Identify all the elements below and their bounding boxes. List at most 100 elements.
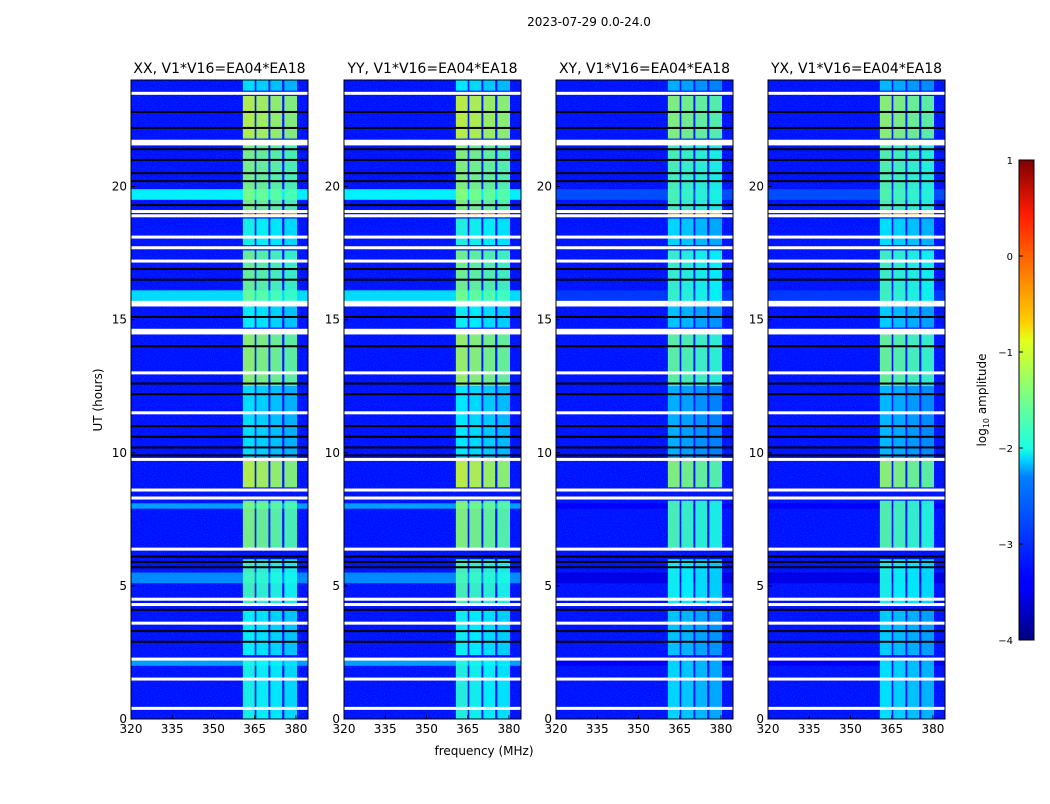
heatmap-cell [695,303,708,328]
heatmap-cell [455,95,468,139]
heatmap-cell [695,95,708,139]
flagged-row [556,142,733,146]
heatmap-cell [695,250,708,301]
heatmap-cell [483,559,496,605]
broadband-cell [768,660,945,666]
heatmap-cell [907,609,920,656]
data-gap-line [344,560,521,563]
data-gap-line [131,172,308,175]
heatmap-cell [483,386,496,459]
data-gap-line [131,640,308,643]
heatmap-cell [270,609,283,656]
flagged-row [344,457,521,461]
flagged-row [344,411,521,415]
heatmap-cell [242,559,255,605]
flagged-row [344,371,521,375]
heatmap-cell [893,143,906,211]
flagged-row [131,91,308,95]
heatmap-cell [469,386,482,459]
colorbar-gradient [1018,159,1035,641]
heatmap-cell [256,660,269,719]
flagged-row [768,597,945,601]
heatmap-cell [709,559,723,605]
x-tick-label: 320 [333,722,356,736]
heatmap-cell [270,218,283,246]
flagged-row [131,371,308,375]
flagged-row [768,371,945,375]
flagged-row [556,91,733,95]
data-gap-line [556,435,733,438]
y-tick-label: 20 [537,180,552,194]
flagged-row [131,457,308,461]
y-tick-label: 15 [537,313,552,327]
flagged-row [344,488,521,492]
colorbar: 1 0 −1 −2 −3 −4 log10 amplitude [975,156,1035,647]
data-gap-line [556,454,733,457]
heatmap-cell [284,500,298,549]
heatmap-cell [893,660,906,719]
heatmap-cell [270,332,283,387]
heatmap-cell [497,218,511,246]
flagged-row [556,597,733,601]
heatmap-cell [695,609,708,656]
flagged-row [131,300,308,304]
heatmap-cell [284,303,298,328]
heatmap-cell [681,386,694,459]
heatmap-cell [270,250,283,301]
data-gap-line [768,158,945,161]
heatmap-cell [681,250,694,301]
heatmap-cell [242,332,255,387]
flagged-row [768,331,945,335]
flagged-row [768,235,945,239]
heatmap-cell [907,460,920,488]
data-gap-line [556,126,733,129]
heatmap-cell [483,143,496,211]
heatmap-cell [907,386,920,459]
y-tick-label: 15 [325,313,340,327]
heatmap-cell [256,303,269,328]
data-gap-line [344,268,521,271]
x-tick-label: 335 [161,722,184,736]
heatmap-cell [667,500,680,549]
flagged-row [131,603,308,607]
broadband-cell [344,572,521,584]
heatmap-cell [879,460,892,488]
heatmap-cell [256,95,269,139]
heatmap-cell [681,218,694,246]
data-gap-line [131,204,308,207]
flagged-row [131,547,308,551]
flagged-row [768,488,945,492]
heatmap-cell [921,332,935,387]
flagged-row [344,91,521,95]
heatmap-cell [695,332,708,387]
flagged-row [344,496,521,500]
heatmap-cell [242,660,255,719]
heatmap-cell [469,660,482,719]
flagged-row [344,597,521,601]
flagged-row [131,235,308,239]
colorbar-tick-label: −1 [998,348,1013,359]
data-gap-line [131,148,308,151]
data-gap-line [768,454,945,457]
data-gap-line [556,425,733,428]
data-gap-line [344,278,521,281]
x-tick-label: 350 [627,722,650,736]
heatmap-cell [893,218,906,246]
heatmap-cell [497,332,511,387]
heatmap-cell [242,95,255,139]
y-tick-label: 5 [756,579,764,593]
heatmap-cell [483,332,496,387]
heatmap-cell [455,332,468,387]
flagged-row [768,457,945,461]
y-tick-label: 5 [332,579,340,593]
data-gap-line [556,393,733,396]
heatmap-cell [270,80,283,91]
flagged-row [556,547,733,551]
data-gap-line [344,158,521,161]
panel-yy: YY, V1*V16=EA04*EA18 320 335 350 365 380 0 5 10 1… [325,61,522,736]
colorbar-label: log10 amplitude [975,354,991,447]
flagged-row [768,303,945,307]
heatmap-cell [497,303,511,328]
heatmap-cell [907,660,920,719]
heatmap-cell [667,332,680,387]
